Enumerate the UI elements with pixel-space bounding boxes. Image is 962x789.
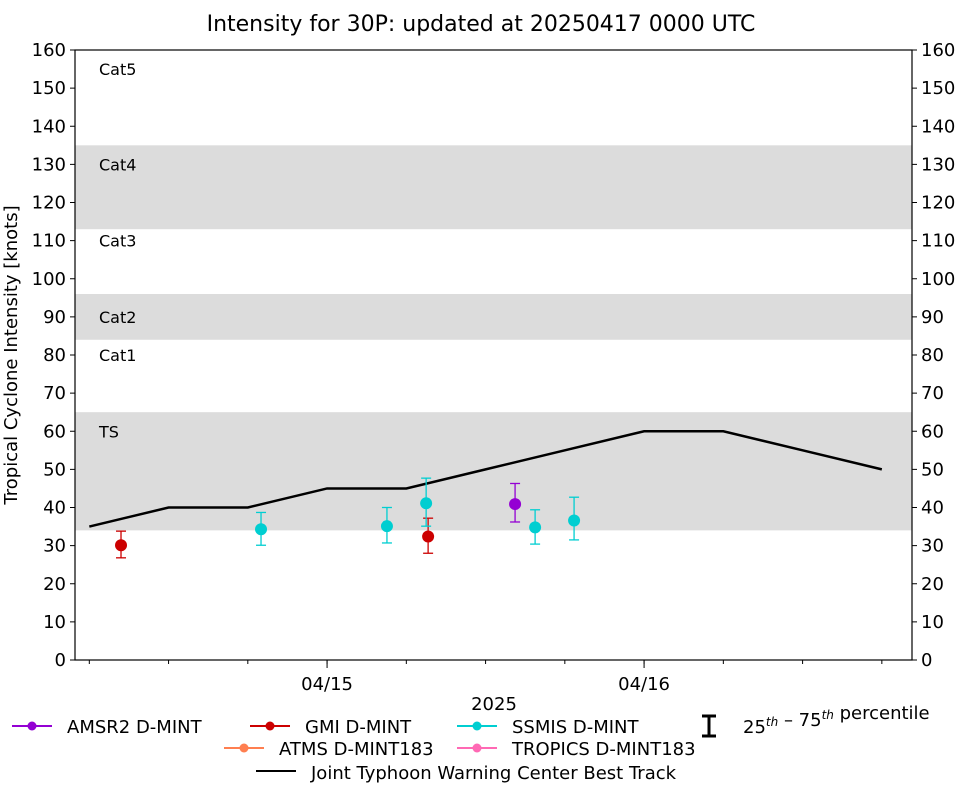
y-tick-label: 110 [32,231,66,252]
y-axis-ticks: 0 0 10 10 20 20 30 30 40 40 50 50 60 60 70 70 80 80 90 90 10… [32,40,956,671]
y-tick-label: 150 [32,78,66,99]
y-tick-label-right: 30 [921,536,944,557]
y-tick-label-right: 10 [921,612,944,633]
y-tick-label: 80 [43,345,66,366]
y-tick-label: 160 [32,40,66,61]
point-marker [568,514,581,527]
y-tick-label-right: 150 [921,78,955,99]
best-track-line [89,430,883,528]
category-label: Cat1 [99,346,136,365]
data-point [420,477,433,527]
y-tick-label-right: 130 [921,154,955,175]
y-tick-label-right: 120 [921,193,955,214]
category-band [75,294,912,340]
x-tick-label: 04/15 [301,674,353,695]
y-tick-label-right: 0 [921,650,932,671]
y-tick-label: 10 [43,612,66,633]
legend-marker [239,743,249,753]
category-bands [75,145,912,531]
chart-title: Intensity for 30P: updated at 20250417 0… [207,12,756,37]
y-tick-label: 20 [43,574,66,595]
category-label: TS [98,422,119,441]
data-point [380,506,393,544]
category-label: Cat5 [99,60,136,79]
data-points [115,477,581,559]
legend-label: Joint Typhoon Warning Center Best Track [310,763,677,784]
legend-marker [265,721,275,731]
y-tick-label: 130 [32,154,66,175]
y-tick-label-right: 70 [921,383,944,404]
y-tick-label: 90 [43,307,66,328]
x-axis-ticks: 04/15 04/16 [88,660,883,695]
point-marker [115,539,128,552]
data-point [529,509,542,545]
y-axis-label: Tropical Cyclone Intensity [knots] [1,205,22,505]
point-marker [420,497,433,510]
category-label: Cat4 [99,155,136,174]
y-tick-label-right: 40 [921,498,944,519]
y-tick-label-right: 110 [921,231,955,252]
legend-label: GMI D-MINT [305,717,412,738]
y-tick-label: 50 [43,459,66,480]
percentile-icon [702,714,716,738]
y-tick-label: 100 [32,269,66,290]
y-tick-label-right: 90 [921,307,944,328]
y-tick-label-right: 160 [921,40,955,61]
category-label: Cat2 [99,308,136,327]
legend-item: SSMIS D-MINT [457,717,639,738]
legend-label-percentile: 25th – 75th percentile [743,703,930,738]
legend-item: AMSR2 D-MINT [12,717,203,738]
y-tick-label-right: 60 [921,421,944,442]
point-marker [380,520,393,533]
legend-marker [27,721,37,731]
legend: 25th – 75th percentile AMSR2 D-MINT GMI D… [12,703,930,784]
y-tick-label-right: 100 [921,269,955,290]
legend-label: AMSR2 D-MINT [67,717,203,738]
best-track [89,430,883,528]
y-tick-label: 60 [43,421,66,442]
category-label: Cat3 [99,232,136,251]
legend-label: TROPICS D-MINT183 [511,739,696,760]
plot-frame [74,49,913,661]
legend-item: ATMS D-MINT183 [224,739,434,760]
point-marker [255,523,268,536]
category-band [75,145,912,230]
y-tick-label: 0 [55,650,66,671]
data-point [509,482,522,523]
y-tick-label-right: 140 [921,116,955,137]
legend-marker [472,721,482,731]
legend-item-best-track: Joint Typhoon Warning Center Best Track [256,763,677,784]
point-marker [529,521,542,534]
legend-label: SSMIS D-MINT [512,717,639,738]
data-point [255,511,268,546]
y-tick-label-right: 20 [921,574,944,595]
point-marker [509,498,522,511]
data-point [568,496,581,541]
category-labels: TS Cat1 Cat2 Cat3 Cat4 Cat5 [98,60,136,441]
category-band [75,412,912,531]
legend-label: ATMS D-MINT183 [279,739,434,760]
y-tick-label: 30 [43,536,66,557]
legend-marker [472,743,482,753]
x-tick-label: 04/16 [618,674,670,695]
y-tick-label: 70 [43,383,66,404]
legend-item: GMI D-MINT [250,717,412,738]
y-tick-label: 120 [32,193,66,214]
data-point [115,530,128,559]
data-point [422,517,435,554]
x-axis-label: 2025 [471,694,517,715]
y-tick-label: 140 [32,116,66,137]
point-marker [422,530,435,543]
y-tick-label-right: 50 [921,459,944,480]
y-tick-label: 40 [43,498,66,519]
legend-item: TROPICS D-MINT183 [457,739,696,760]
y-tick-label-right: 80 [921,345,944,366]
